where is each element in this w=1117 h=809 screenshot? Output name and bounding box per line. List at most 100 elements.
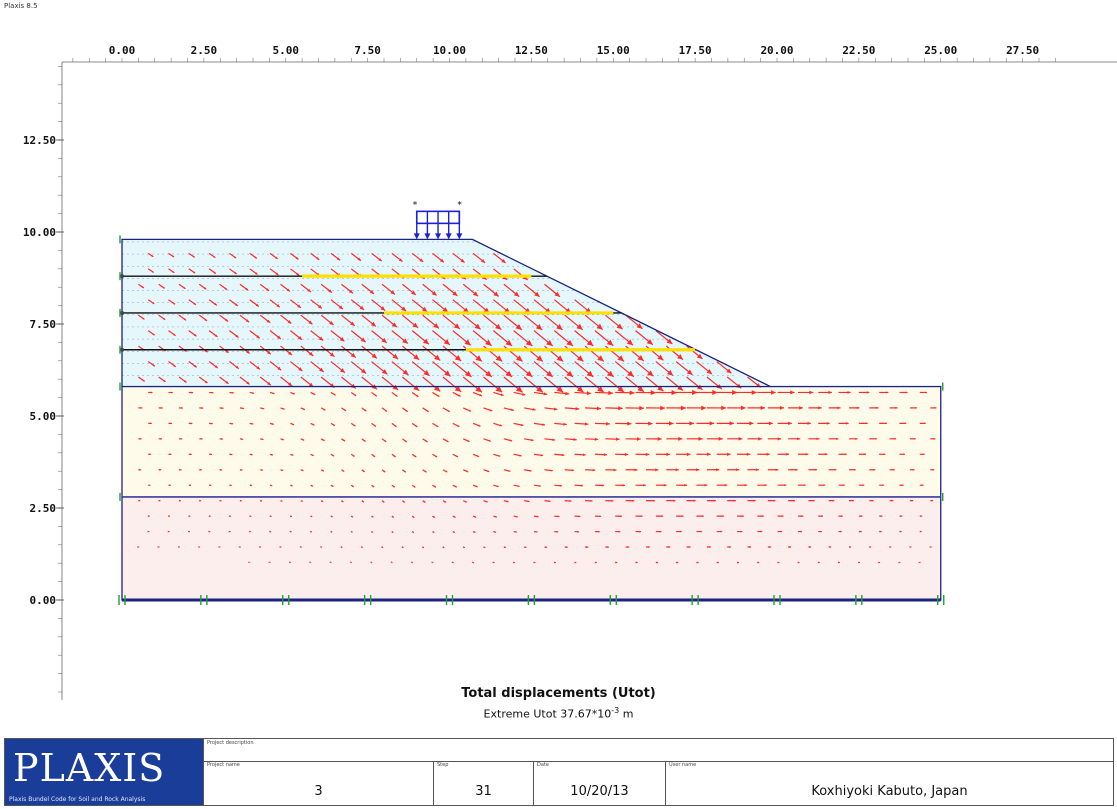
- displacement-arrowhead: [209, 484, 212, 487]
- displacement-arrowhead: [519, 454, 522, 457]
- displacement-arrowhead: [828, 390, 832, 395]
- y-tick-label: 0.00: [30, 594, 57, 607]
- displacement-arrowhead: [788, 421, 792, 426]
- displacement-arrowhead: [886, 391, 889, 394]
- displacement-arrowhead: [137, 546, 140, 548]
- displacement-arrowhead: [701, 515, 704, 518]
- displacement-arrowhead: [370, 321, 376, 327]
- displacement-arrowhead: [159, 468, 162, 471]
- geogrid-anchor: [120, 347, 124, 352]
- displacement-arrowhead: [513, 291, 520, 297]
- displacement-arrowhead: [611, 499, 614, 502]
- displacement-arrowhead: [657, 437, 662, 441]
- displacement-arrowhead: [330, 530, 333, 533]
- displacement-arrowhead: [698, 436, 703, 441]
- displacement-arrowhead: [382, 500, 385, 503]
- displacement-arrowhead: [275, 272, 279, 276]
- displacement-arrowhead: [786, 452, 790, 456]
- displacement-arrowhead: [779, 405, 785, 410]
- displacement-arrowhead: [265, 288, 269, 291]
- displacement-arrowhead: [661, 515, 664, 518]
- displacement-arrowhead: [795, 468, 798, 471]
- displacement-arrowhead: [517, 485, 520, 487]
- displacement-arrowhead: [646, 339, 653, 345]
- displacement-arrowhead: [370, 530, 373, 533]
- displacement-arrowhead: [302, 408, 305, 410]
- displacement-arrowhead: [720, 530, 723, 533]
- displacement-arrowhead: [509, 439, 513, 442]
- displacement-arrowhead: [492, 561, 495, 564]
- displacement-arrowhead: [150, 391, 153, 394]
- displacement-arrowhead: [686, 452, 691, 457]
- displacement-arrowhead: [515, 386, 523, 393]
- displacement-arrowhead: [139, 468, 141, 471]
- displacement-arrowhead: [835, 437, 839, 440]
- displacement-arrowhead: [732, 389, 738, 395]
- displacement-arrowhead: [141, 286, 144, 289]
- displacement-arrowhead: [749, 546, 752, 548]
- displacement-arrowhead: [425, 440, 428, 443]
- load-arrow-head: [456, 233, 463, 240]
- displacement-arrowhead: [350, 352, 356, 358]
- displacement-arrowhead: [911, 499, 914, 502]
- displacement-arrowhead: [712, 389, 718, 396]
- displacement-arrowhead: [696, 468, 700, 472]
- displacement-arrowhead: [663, 483, 667, 487]
- displacement-arrowhead: [460, 258, 465, 263]
- displacement-arrowhead: [904, 422, 907, 425]
- displacement-arrowhead: [834, 468, 837, 471]
- displacement-arrowhead: [901, 484, 904, 487]
- displacement-arrowhead: [677, 385, 683, 391]
- displacement-arrowhead: [771, 390, 776, 395]
- displacement-arrowhead: [256, 366, 260, 370]
- logo-subtitle: Plaxis Bundel Code for Soil and Rock Ana…: [9, 796, 146, 803]
- displacement-arrowhead: [241, 438, 244, 440]
- displacement-arrowhead: [557, 515, 560, 518]
- displacement-arrowhead: [501, 259, 506, 263]
- displacement-arrowhead: [525, 370, 533, 377]
- user-value: Koxhiyoki Kabuto, Japan: [811, 784, 968, 799]
- displacement-arrowhead: [884, 422, 887, 425]
- displacement-arrowhead: [452, 291, 458, 296]
- displacement-arrowhead: [741, 405, 746, 411]
- user-label: User name: [669, 762, 697, 768]
- displacement-arrowhead: [391, 530, 394, 533]
- displacement-arrowhead: [666, 452, 671, 457]
- displacement-arrowhead: [312, 423, 315, 426]
- date-cell: Date 10/20/13: [533, 761, 665, 805]
- displacement-arrowhead: [903, 453, 905, 456]
- displacement-arrowhead: [855, 437, 858, 440]
- displacement-arrowhead: [295, 256, 299, 260]
- displacement-arrowhead: [190, 422, 193, 425]
- displacement-arrowhead: [248, 561, 251, 564]
- displacement-arrowhead: [231, 391, 234, 394]
- displacement-arrowhead: [231, 422, 234, 425]
- displacement-arrowhead: [167, 530, 170, 533]
- displacement-arrowhead: [288, 351, 293, 356]
- displacement-arrowhead: [684, 483, 688, 487]
- displacement-arrowhead: [246, 381, 250, 385]
- displacement-arrowhead: [252, 392, 255, 394]
- y-tick-label: 5.00: [30, 410, 57, 423]
- displacement-arrowhead: [225, 350, 229, 353]
- displacement-arrowhead: [729, 546, 731, 548]
- displacement-arrowhead: [512, 561, 515, 564]
- displacement-arrowhead: [869, 546, 872, 548]
- displacement-arrowhead: [419, 258, 424, 262]
- displacement-arrowhead: [488, 439, 491, 442]
- displacement-arrowhead: [858, 561, 860, 564]
- displacement-arrowhead: [553, 407, 558, 411]
- displacement-arrowhead: [866, 391, 870, 394]
- displacement-arrowhead: [536, 355, 543, 362]
- displacement-arrowhead: [590, 500, 593, 502]
- displacement-arrowhead: [556, 530, 559, 533]
- user-cell: User name Koxhiyoki Kabuto, Japan: [665, 761, 1113, 805]
- displacement-arrowhead: [433, 485, 436, 488]
- displacement-arrowhead: [853, 468, 856, 471]
- project-description-label: Project description: [207, 740, 254, 746]
- displacement-arrowhead: [466, 470, 469, 473]
- displacement-arrowhead: [198, 546, 201, 548]
- displacement-arrowhead: [269, 515, 272, 517]
- displacement-arrowhead: [332, 424, 335, 426]
- displacement-arrowhead: [360, 545, 363, 548]
